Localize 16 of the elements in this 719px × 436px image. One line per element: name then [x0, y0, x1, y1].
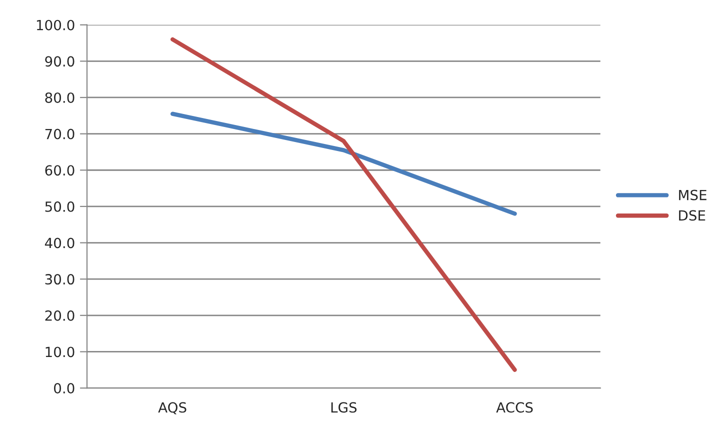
y-tick-label: 30.0 — [45, 274, 74, 285]
x-tick-label: ACCS — [496, 402, 533, 413]
x-tick-label: LGS — [331, 402, 357, 413]
y-tick-label: 80.0 — [45, 92, 74, 103]
y-tick-label: 0.0 — [54, 383, 74, 394]
y-tick-label: 60.0 — [45, 165, 74, 176]
y-tick-label: 50.0 — [45, 201, 74, 212]
legend-label: DSE — [679, 210, 706, 221]
y-tick-label: 20.0 — [45, 310, 74, 321]
y-tick-label: 40.0 — [44, 238, 74, 248]
y-tick-label: 70.0 — [45, 128, 74, 140]
legend-label: MSE — [679, 190, 706, 200]
y-tick-label: 90.0 — [45, 56, 74, 67]
y-tick-label: 10.0 — [46, 346, 74, 358]
x-tick-label: AQS — [158, 402, 186, 414]
y-tick-label: 100.0 — [36, 20, 74, 30]
